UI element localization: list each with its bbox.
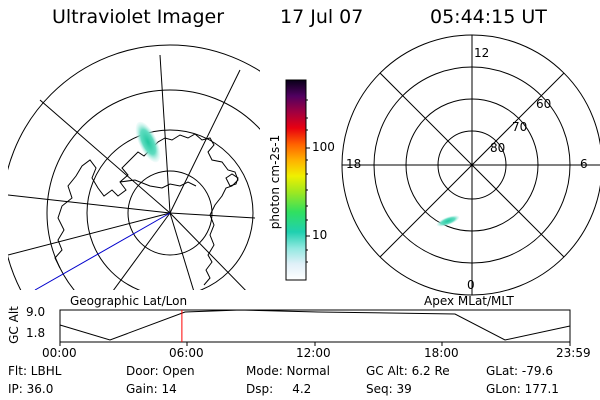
mlt-label-18: 18 <box>346 157 362 171</box>
status-glon: GLon: 177.1 <box>486 382 559 396</box>
coastline <box>54 133 239 286</box>
altitude-strip <box>59 309 571 346</box>
lat-circle-inner <box>127 170 213 256</box>
colorbar <box>285 79 307 281</box>
geographic-map <box>8 44 260 290</box>
time-label: 05:44:15 UT <box>430 6 547 28</box>
time-tick-2359: 23:59 <box>556 346 591 360</box>
colorbar-unit-label: photon cm-2s-1 <box>268 134 282 230</box>
status-gain: Gain: 14 <box>126 382 177 396</box>
polar-plot <box>341 34 600 296</box>
status-filter: Flt: LBHL <box>8 364 62 378</box>
date-label: 17 Jul 07 <box>280 6 364 28</box>
colorbar-ticks <box>306 99 310 263</box>
colorbar-tick-100: 100 <box>312 140 335 154</box>
mlat-label-60: 60 <box>536 97 552 111</box>
status-seq: Seq: 39 <box>366 382 412 396</box>
alt-ymax: 9.0 <box>26 305 46 319</box>
mlat-label-70: 70 <box>512 120 528 134</box>
geo-map-label: Geographic Lat/Lon <box>70 294 188 308</box>
time-tick-0000: 00:00 <box>42 346 77 360</box>
polar-plot-label: Apex MLat/MLT <box>424 294 514 308</box>
aurora-emission-geo <box>135 121 161 163</box>
time-tick-0600: 06:00 <box>169 346 204 360</box>
status-ip: IP: 36.0 <box>8 382 54 396</box>
mlt-label-0: 0 <box>467 278 475 292</box>
status-door: Door: Open <box>126 364 195 378</box>
time-tick-1200: 12:00 <box>296 346 331 360</box>
aurora-emission-polar <box>436 215 460 227</box>
status-gc-alt: GC Alt: 6.2 Re <box>366 364 450 378</box>
alt-ymin: 1.8 <box>26 326 46 340</box>
mlat-label-80: 80 <box>490 141 506 155</box>
satellite-track <box>34 212 171 290</box>
colorbar-tick-10: 10 <box>312 228 328 242</box>
lat-circle-mid2 <box>46 89 260 290</box>
mlt-label-12: 12 <box>474 46 490 60</box>
time-tick-1800: 18:00 <box>424 346 459 360</box>
status-dsp: Dsp: 4.2 <box>246 382 312 396</box>
lat-circle-outer <box>8 44 260 290</box>
mlt-label-6: 6 <box>580 157 588 171</box>
coastline-island <box>225 173 239 187</box>
status-mode: Mode: Normal <box>246 364 330 378</box>
status-glat: GLat: -79.6 <box>486 364 553 378</box>
lat-circle-mid <box>86 129 254 290</box>
meridians <box>8 54 256 290</box>
alt-ylabel: GC Alt <box>7 306 21 344</box>
instrument-title: Ultraviolet Imager <box>52 6 225 28</box>
